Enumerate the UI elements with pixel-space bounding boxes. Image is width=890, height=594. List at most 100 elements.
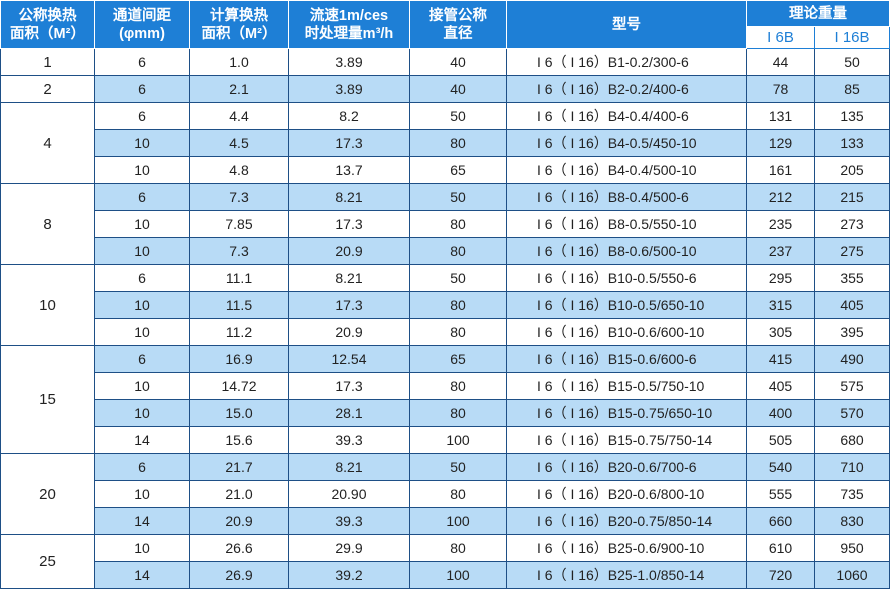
cell-weight-i6b: 131 <box>746 102 815 130</box>
cell-channel-gap: 14 <box>94 426 190 454</box>
cell-pipe-diameter: 80 <box>409 534 507 562</box>
cell-flow: 20.9 <box>288 237 410 265</box>
cell-calc-area: 2.1 <box>189 75 289 103</box>
cell-channel-gap: 14 <box>94 561 190 589</box>
cell-flow: 8.21 <box>288 264 410 292</box>
table-row: 4 6 4.4 8.2 50 I 6（ I 16）B4-0.4/400-6 131 135 <box>0 102 890 184</box>
cell-flow: 8.21 <box>288 183 410 211</box>
cell-flow: 3.89 <box>288 48 410 76</box>
cell-weight-i16b: 395 <box>814 318 890 346</box>
table-row: 10 11.5 17.3 80 I 6（ I 16）B10-0.5/650-10 315 4… <box>1 291 890 319</box>
header-calc-area: 计算换热 面积（M²） <box>189 0 289 49</box>
cell-channel-gap: 6 <box>94 453 190 481</box>
cell-channel-gap: 10 <box>94 399 190 427</box>
cell-channel-gap: 10 <box>94 372 190 400</box>
header-pipe-line1: 接管公称 <box>429 7 487 24</box>
cell-nominal-area: 8 <box>0 183 95 265</box>
header-flow-line2: 时处理量m³/h <box>304 25 394 42</box>
cell-pipe-diameter: 80 <box>409 372 507 400</box>
cell-channel-gap: 14 <box>94 507 190 535</box>
cell-flow: 3.89 <box>288 75 410 103</box>
header-calc-area-line1: 计算换热 <box>210 7 268 24</box>
cell-channel-gap: 6 <box>94 48 190 76</box>
cell-channel-gap: 10 <box>94 237 190 265</box>
cell-calc-area: 14.72 <box>189 372 289 400</box>
cell-model: I 6（ I 16）B20-0.6/800-10 <box>506 480 747 508</box>
cell-pipe-diameter: 65 <box>409 156 507 184</box>
cell-weight-i6b: 78 <box>746 75 815 103</box>
cell-weight-i6b: 237 <box>746 237 815 265</box>
cell-weight-i16b: 575 <box>814 372 890 400</box>
cell-weight-i16b: 85 <box>814 75 890 103</box>
cell-weight-i16b: 490 <box>814 345 890 373</box>
cell-weight-i6b: 555 <box>746 480 815 508</box>
cell-nominal-area: 25 <box>0 534 95 589</box>
cell-channel-gap: 6 <box>94 102 190 130</box>
cell-calc-area: 4.5 <box>189 129 289 157</box>
cell-calc-area: 11.5 <box>189 291 289 319</box>
cell-nominal-area: 2 <box>0 75 95 103</box>
cell-flow: 17.3 <box>288 291 410 319</box>
cell-channel-gap: 6 <box>94 264 190 292</box>
cell-flow: 17.3 <box>288 210 410 238</box>
cell-channel-gap: 10 <box>94 210 190 238</box>
cell-calc-area: 26.9 <box>189 561 289 589</box>
cell-weight-i16b: 405 <box>814 291 890 319</box>
cell-weight-i16b: 710 <box>814 453 890 481</box>
table-row: 10 21.0 20.90 80 I 6（ I 16）B20-0.6/800-10 555… <box>1 480 890 508</box>
cell-weight-i16b: 50 <box>814 48 890 76</box>
cell-model: I 6（ I 16）B10-0.5/650-10 <box>506 291 747 319</box>
cell-model: I 6（ I 16）B15-0.75/650-10 <box>506 399 747 427</box>
cell-nominal-area: 10 <box>0 264 95 346</box>
cell-calc-area: 21.0 <box>189 480 289 508</box>
table-row: 10 4.8 13.7 65 I 6（ I 16）B4-0.4/500-10 161 205 <box>1 156 890 184</box>
cell-model: I 6（ I 16）B8-0.5/550-10 <box>506 210 747 238</box>
cell-model: I 6（ I 16）B10-0.6/600-10 <box>506 318 747 346</box>
header-calc-area-line2: 面积（M²） <box>201 25 277 42</box>
cell-weight-i6b: 405 <box>746 372 815 400</box>
cell-pipe-diameter: 100 <box>409 507 507 535</box>
cell-calc-area: 11.2 <box>189 318 289 346</box>
cell-calc-area: 11.1 <box>189 264 289 292</box>
cell-calc-area: 21.7 <box>189 453 289 481</box>
cell-flow: 39.3 <box>288 507 410 535</box>
cell-weight-i16b: 950 <box>814 534 890 562</box>
cell-flow: 8.21 <box>288 453 410 481</box>
cell-model: I 6（ I 16）B4-0.4/500-10 <box>506 156 747 184</box>
cell-flow: 20.90 <box>288 480 410 508</box>
table-row: 10 14.72 17.3 80 I 6（ I 16）B15-0.5/750-10 405… <box>1 372 890 400</box>
cell-flow: 28.1 <box>288 399 410 427</box>
cell-pipe-diameter: 80 <box>409 318 507 346</box>
cell-weight-i16b: 133 <box>814 129 890 157</box>
cell-pipe-diameter: 80 <box>409 129 507 157</box>
cell-flow: 20.9 <box>288 318 410 346</box>
table-row: 14 15.6 39.3 100 I 6（ I 16）B15-0.75/750-14 50… <box>1 426 890 454</box>
header-flow-line1: 流速1m/ces <box>309 7 389 24</box>
cell-model: I 6（ I 16）B20-0.75/850-14 <box>506 507 747 535</box>
cell-pipe-diameter: 80 <box>409 399 507 427</box>
cell-weight-i16b: 1060 <box>814 561 890 589</box>
cell-pipe-diameter: 100 <box>409 561 507 589</box>
cell-nominal-area: 1 <box>0 48 95 76</box>
header-flow: 流速1m/ces 时处理量m³/h <box>288 0 410 49</box>
table-row: 10 15.0 28.1 80 I 6（ I 16）B15-0.75/650-10 400… <box>1 399 890 427</box>
cell-channel-gap: 10 <box>94 318 190 346</box>
cell-weight-i16b: 215 <box>814 183 890 211</box>
cell-flow: 8.2 <box>288 102 410 130</box>
header-channel-gap-line1: 通道间距 <box>113 7 171 24</box>
table-body: 1 6 1.0 3.89 40 I 6（ I 16）B1-0.2/300-6 44 50 2 6 2… <box>0 48 890 589</box>
header-weight-i16b: I 16B <box>814 26 890 49</box>
cell-pipe-diameter: 80 <box>409 291 507 319</box>
header-pipe-line2: 直径 <box>443 25 473 42</box>
table-header: 公称换热 面积（M²） 通道间距 (φmm) 计算换热 面积（M²） 流速1m/… <box>0 0 890 49</box>
table-row: 14 20.9 39.3 100 I 6（ I 16）B20-0.75/850-14 66… <box>1 507 890 535</box>
header-model: 型号 <box>506 0 747 49</box>
cell-calc-area: 1.0 <box>189 48 289 76</box>
cell-weight-i16b: 205 <box>814 156 890 184</box>
cell-model: I 6（ I 16）B15-0.5/750-10 <box>506 372 747 400</box>
cell-channel-gap: 6 <box>94 345 190 373</box>
cell-flow: 12.54 <box>288 345 410 373</box>
table-row: 10 7.3 20.9 80 I 6（ I 16）B8-0.6/500-10 237 275 <box>1 237 890 265</box>
header-channel-gap-line2: (φmm) <box>119 25 165 42</box>
